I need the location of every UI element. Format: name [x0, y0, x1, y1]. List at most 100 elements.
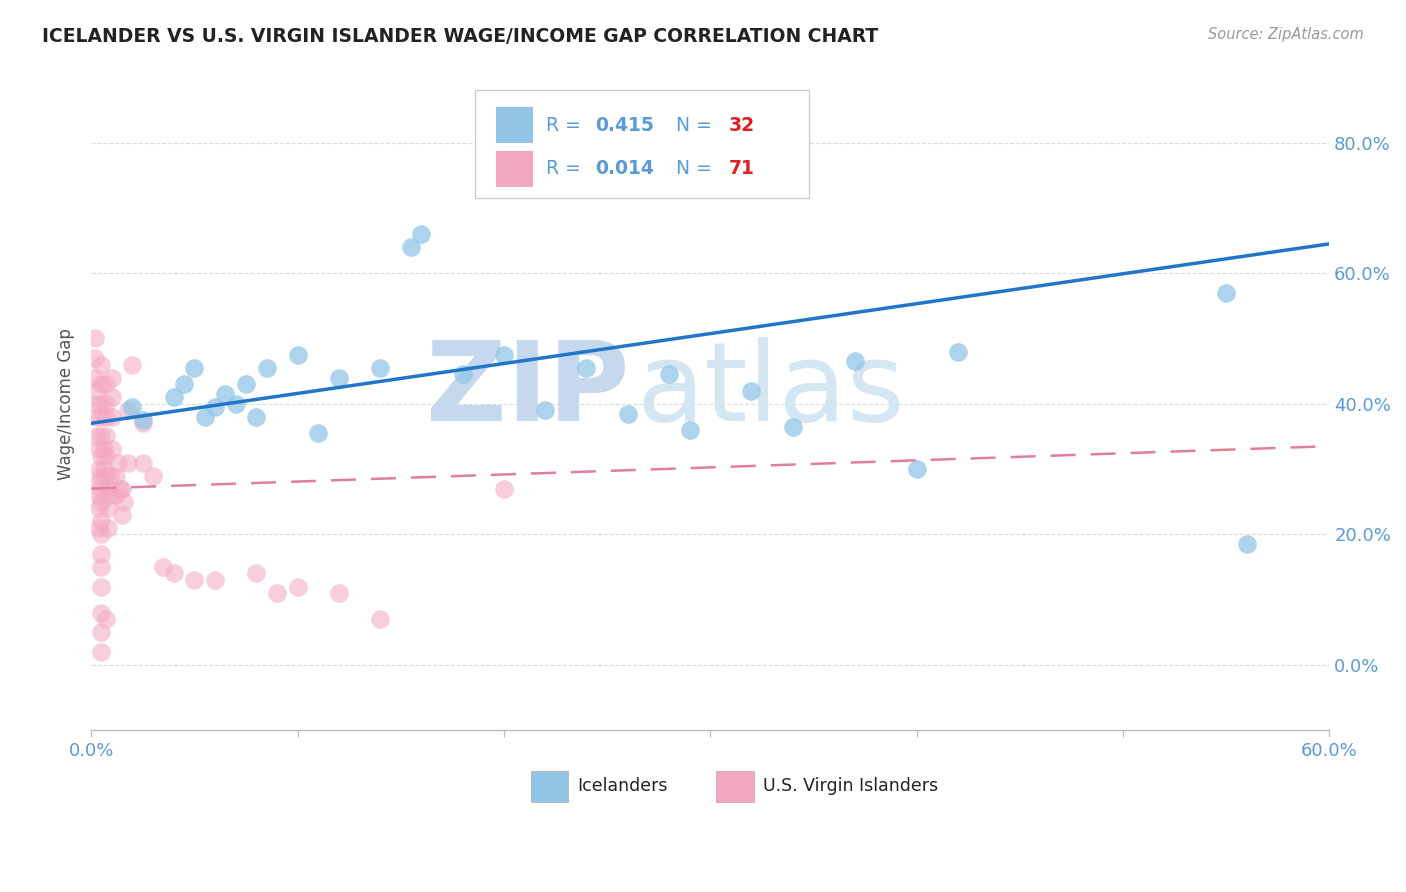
Point — [94, 397, 117, 411]
Point — [94, 612, 117, 626]
FancyBboxPatch shape — [496, 107, 533, 143]
Point — [287, 580, 309, 594]
Point — [658, 368, 681, 382]
Point — [89, 442, 111, 457]
Point — [204, 573, 226, 587]
Point — [782, 419, 804, 434]
Point — [84, 370, 107, 384]
Point — [142, 468, 165, 483]
Text: 0.415: 0.415 — [595, 116, 654, 135]
Point — [89, 462, 111, 476]
Point — [90, 547, 112, 561]
Text: 32: 32 — [728, 116, 755, 135]
Text: N =: N = — [675, 116, 717, 135]
Point — [108, 482, 131, 496]
Point — [132, 456, 155, 470]
Point — [86, 429, 108, 443]
Point — [90, 482, 112, 496]
Point — [575, 360, 598, 375]
Point — [90, 580, 112, 594]
Point — [107, 456, 129, 470]
Point — [173, 377, 195, 392]
Point — [204, 400, 226, 414]
FancyBboxPatch shape — [496, 151, 533, 186]
Point — [368, 360, 391, 375]
Point — [90, 645, 112, 659]
Point — [90, 494, 112, 508]
FancyBboxPatch shape — [717, 771, 754, 802]
Point — [245, 409, 267, 424]
Point — [90, 606, 112, 620]
Point — [84, 351, 107, 365]
Point — [90, 429, 112, 443]
Point — [98, 468, 121, 483]
Point — [97, 482, 120, 496]
Point — [90, 468, 112, 483]
Point — [94, 429, 117, 443]
Point — [121, 358, 143, 372]
Point — [117, 456, 139, 470]
Point — [111, 508, 134, 522]
Point — [89, 521, 111, 535]
Point — [328, 586, 350, 600]
Point — [183, 360, 205, 375]
Point — [89, 475, 111, 489]
Point — [194, 409, 217, 424]
Point — [399, 240, 422, 254]
Point — [90, 449, 112, 463]
Point — [101, 409, 124, 424]
Point — [225, 397, 247, 411]
Point — [163, 566, 186, 581]
Point — [163, 390, 186, 404]
Point — [86, 384, 108, 398]
Point — [90, 560, 112, 574]
Point — [307, 426, 329, 441]
Point — [97, 501, 120, 516]
FancyBboxPatch shape — [475, 90, 810, 198]
Text: 0.014: 0.014 — [595, 160, 654, 178]
Point — [84, 331, 107, 345]
Point — [132, 413, 155, 427]
Point — [905, 462, 928, 476]
Point — [101, 442, 124, 457]
Point — [183, 573, 205, 587]
FancyBboxPatch shape — [530, 771, 568, 802]
Point — [90, 625, 112, 640]
Point — [844, 354, 866, 368]
Point — [616, 407, 638, 421]
Text: U.S. Virgin Islanders: U.S. Virgin Islanders — [763, 777, 939, 795]
Point — [368, 612, 391, 626]
Point — [89, 488, 111, 502]
Point — [90, 397, 112, 411]
Text: 71: 71 — [728, 160, 755, 178]
Point — [946, 344, 969, 359]
Point — [214, 387, 236, 401]
Point — [152, 560, 174, 574]
Point — [101, 390, 124, 404]
Point — [86, 409, 108, 424]
Text: R =: R = — [546, 160, 586, 178]
Point — [93, 442, 115, 457]
Text: ICELANDER VS U.S. VIRGIN ISLANDER WAGE/INCOME GAP CORRELATION CHART: ICELANDER VS U.S. VIRGIN ISLANDER WAGE/I… — [42, 27, 879, 45]
Point — [678, 423, 700, 437]
Point — [328, 370, 350, 384]
Point — [111, 482, 134, 496]
Point — [90, 358, 112, 372]
Point — [104, 468, 127, 483]
Point — [97, 521, 120, 535]
Text: ZIP: ZIP — [426, 337, 630, 444]
Point — [740, 384, 762, 398]
Text: R =: R = — [546, 116, 586, 135]
Point — [86, 397, 108, 411]
Text: N =: N = — [675, 160, 717, 178]
Point — [121, 400, 143, 414]
Point — [245, 566, 267, 581]
Point — [266, 586, 288, 600]
Point — [94, 449, 117, 463]
Point — [117, 403, 139, 417]
Point — [1215, 285, 1237, 300]
Point — [90, 409, 112, 424]
Point — [492, 482, 515, 496]
Text: Icelanders: Icelanders — [578, 777, 668, 795]
Point — [1236, 537, 1258, 551]
